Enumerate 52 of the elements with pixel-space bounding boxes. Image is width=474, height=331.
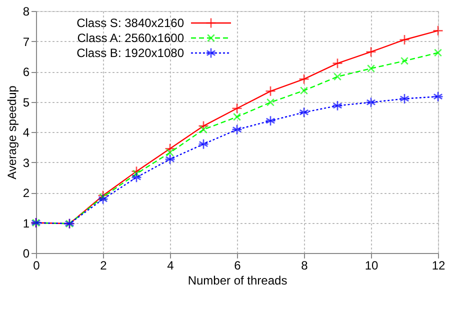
y-tick-label: 1	[22, 216, 30, 230]
point	[399, 34, 410, 46]
point	[366, 46, 376, 58]
y-tick-label: 4	[22, 126, 30, 140]
point	[199, 126, 208, 134]
legend-label: Class B: 1920x1080	[76, 46, 184, 60]
x-tick-label: 8	[301, 258, 308, 272]
point	[333, 72, 342, 81]
point	[164, 154, 176, 165]
y-tick-label: 0	[22, 246, 30, 260]
y-tick-label: 5	[22, 95, 30, 110]
x-tick-label: 2	[100, 258, 108, 272]
point	[232, 112, 242, 121]
point	[198, 138, 209, 150]
y-axis-title: Average speedup	[4, 85, 19, 180]
point	[366, 96, 376, 108]
y-tick-label: 6	[22, 65, 30, 79]
point	[265, 86, 276, 97]
x-tick-label: 0	[33, 258, 40, 272]
point	[98, 193, 108, 202]
x-axis-title: Number of threads	[188, 274, 288, 288]
y-tick-label: 2	[22, 186, 30, 200]
y-tick-label: 8	[22, 4, 30, 18]
point	[131, 172, 142, 183]
point	[198, 120, 209, 132]
point	[166, 148, 174, 157]
x-tick-label: 10	[364, 258, 378, 272]
point	[164, 143, 176, 154]
point	[432, 91, 444, 102]
point	[298, 74, 310, 84]
legend-label: Class A: 2560x1600	[77, 31, 184, 45]
y-tick-label: 3	[22, 156, 30, 170]
x-tick-label: 6	[234, 258, 242, 272]
point	[366, 64, 376, 72]
point	[332, 100, 343, 112]
point	[434, 48, 442, 57]
point	[432, 25, 444, 36]
point	[298, 106, 310, 118]
point	[400, 56, 409, 65]
legend-label: Class S: 3840x2160	[76, 16, 184, 30]
point	[232, 103, 242, 114]
x-tick-label: 12	[432, 258, 446, 272]
point	[332, 58, 343, 69]
point	[266, 98, 275, 106]
x-tick-label: 4	[167, 258, 174, 272]
y-tick-label: 7	[22, 34, 30, 49]
point	[300, 86, 308, 95]
point	[98, 194, 108, 205]
point	[132, 170, 141, 178]
point	[265, 115, 276, 126]
point	[232, 124, 242, 135]
point	[399, 93, 410, 104]
